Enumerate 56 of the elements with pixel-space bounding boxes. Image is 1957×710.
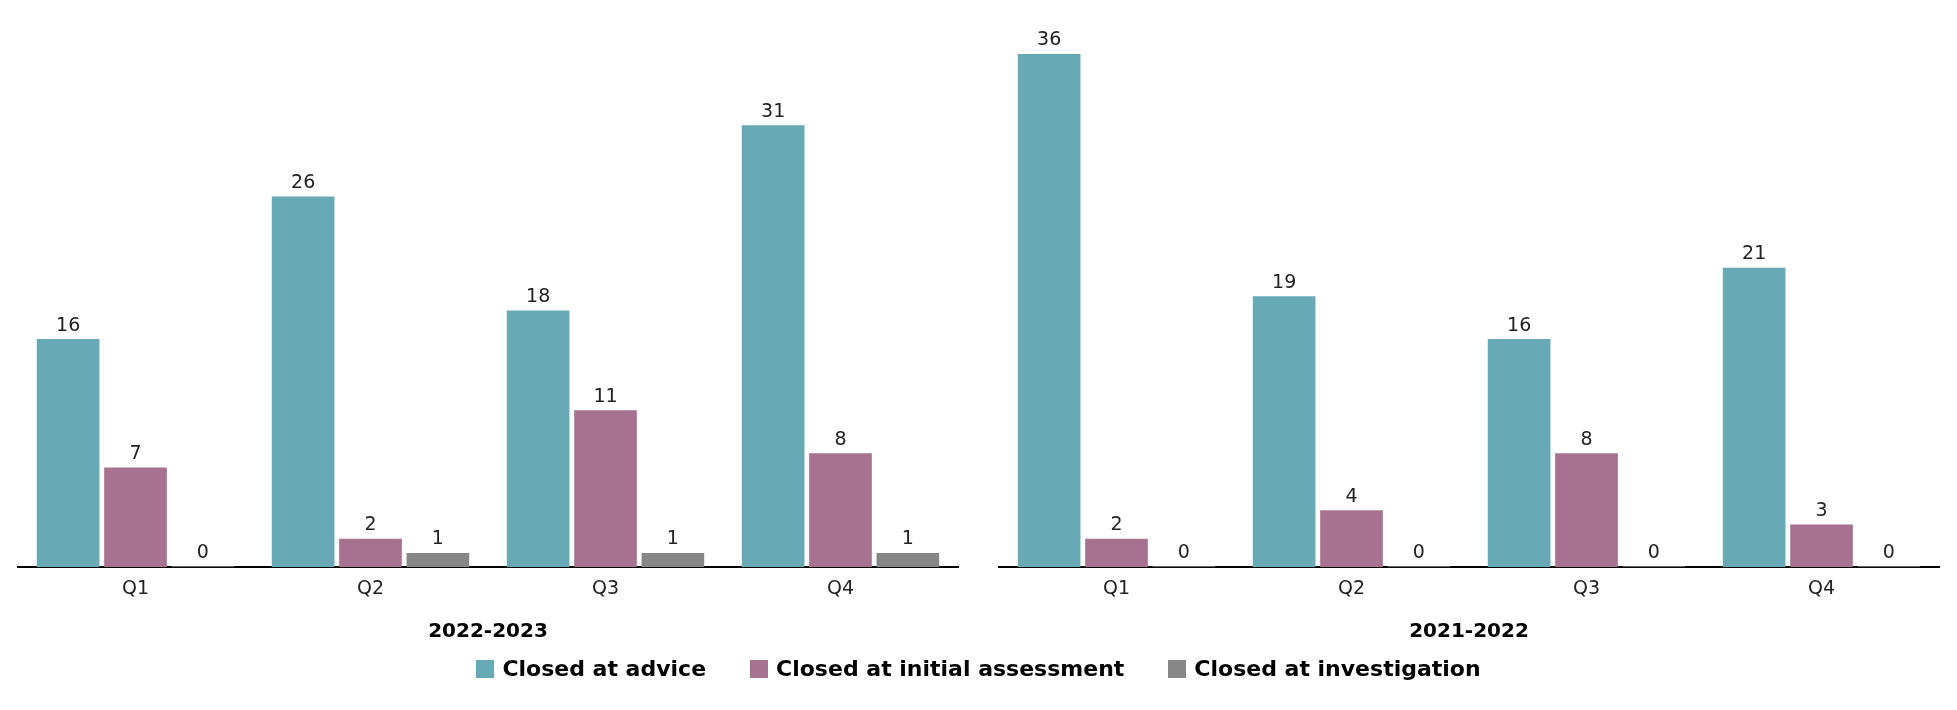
bar [104, 467, 167, 568]
bar [1790, 524, 1853, 568]
data-label: 19 [1272, 269, 1297, 292]
bar [1085, 538, 1148, 568]
bar [506, 310, 570, 568]
data-label: 7 [129, 440, 142, 463]
bar [1555, 453, 1618, 568]
bar [1252, 296, 1316, 568]
x-axis-title: 2021-2022 [1409, 618, 1529, 643]
data-label: 26 [291, 169, 316, 192]
data-label: 16 [1507, 312, 1532, 335]
data-label: 11 [593, 383, 618, 406]
data-label: 4 [1345, 483, 1358, 506]
legend-label: Closed at investigation [1194, 656, 1481, 681]
data-label: 0 [1647, 539, 1660, 562]
data-label: 21 [1742, 241, 1767, 264]
data-label: 1 [431, 526, 444, 549]
data-label: 0 [1412, 539, 1425, 562]
bar [876, 552, 940, 568]
bar [36, 339, 100, 568]
data-label: 0 [1882, 539, 1895, 562]
x-tick-label: Q1 [121, 575, 150, 598]
data-label: 0 [196, 539, 209, 562]
bar [574, 410, 637, 568]
x-tick-label: Q4 [1807, 575, 1836, 598]
x-axis-title: 2022-2023 [428, 618, 548, 643]
data-label: 36 [1037, 27, 1062, 50]
data-label: 18 [526, 284, 551, 306]
bar [1017, 53, 1081, 568]
bar [1487, 339, 1551, 568]
x-tick-label: Q1 [1102, 575, 1131, 598]
x-tick-label: Q3 [1572, 575, 1601, 598]
x-tick-label: Q3 [591, 575, 620, 598]
x-tick-label: Q4 [826, 575, 855, 598]
data-label: 3 [1815, 497, 1828, 520]
bar [641, 552, 705, 568]
data-label: 16 [56, 312, 81, 335]
bar [339, 538, 402, 568]
x-tick-label: Q2 [356, 575, 385, 598]
data-label: 1 [666, 526, 679, 549]
bar [741, 125, 805, 568]
bar [809, 453, 872, 568]
data-label: 0 [1177, 539, 1190, 562]
data-label: 2 [364, 512, 377, 535]
data-label: 8 [1580, 426, 1593, 449]
legend-label: Closed at advice [502, 656, 707, 681]
x-tick-label: Q2 [1337, 575, 1366, 598]
legend-label: Closed at initial assessment [776, 656, 1125, 681]
data-label: 8 [834, 426, 847, 449]
data-label: 1 [901, 526, 914, 549]
data-label: 2 [1110, 512, 1123, 535]
bar [1722, 267, 1786, 568]
bar [271, 196, 335, 568]
bar [1320, 510, 1383, 568]
bar [406, 552, 470, 568]
data-label: 31 [761, 98, 786, 121]
